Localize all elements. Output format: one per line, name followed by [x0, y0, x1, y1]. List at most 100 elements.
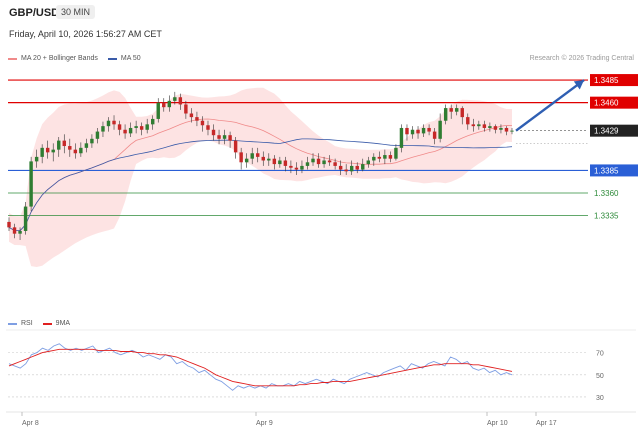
rsi-ma-line: [8, 348, 513, 387]
candle-body: [162, 102, 166, 108]
candle: [482, 120, 487, 132]
candle-body: [283, 160, 288, 166]
candle-body: [377, 156, 382, 159]
ma50-legend-label: MA 50: [120, 55, 141, 62]
current-price-label: 1.3429: [594, 127, 619, 136]
candle: [73, 143, 78, 159]
candle: [460, 106, 464, 125]
candle: [84, 138, 89, 153]
candle-body: [349, 165, 354, 172]
legend-item-ma50: MA 50: [107, 55, 141, 62]
candle: [278, 156, 282, 168]
candle: [18, 227, 22, 241]
candle-body: [327, 160, 332, 163]
candle-body: [355, 165, 359, 170]
candle-body: [222, 135, 227, 139]
candle: [272, 155, 277, 170]
candle-body: [338, 165, 343, 170]
candle: [184, 100, 188, 119]
candle: [106, 117, 111, 132]
candle-body: [62, 140, 66, 147]
candle: [311, 153, 315, 166]
candle-body: [178, 97, 183, 105]
candle: [162, 98, 166, 112]
candle-body: [101, 126, 105, 132]
candle: [427, 124, 431, 136]
candle-body: [95, 131, 100, 139]
candle-body: [256, 153, 260, 157]
candle: [499, 124, 503, 134]
rsi-tick-label: 50: [596, 373, 604, 380]
candle: [51, 143, 55, 162]
candle: [510, 127, 514, 135]
x-tick-label: Apr 10: [487, 420, 508, 427]
candle: [504, 126, 509, 136]
candle: [394, 144, 398, 161]
candle: [316, 153, 321, 168]
candle: [449, 104, 453, 119]
candle: [128, 122, 133, 137]
candle: [493, 124, 498, 134]
candle-body: [51, 149, 55, 153]
ma50-swatch: [107, 57, 117, 60]
candle: [117, 120, 122, 136]
candle: [372, 153, 376, 166]
candle-body: [217, 135, 221, 139]
candle: [95, 127, 100, 144]
candle: [90, 134, 94, 148]
candle: [68, 138, 72, 157]
candle-body: [344, 169, 348, 172]
price-tag-bg: [590, 74, 638, 87]
legend-item-bollinger: MA 20 + Bollinger Bands: [8, 55, 98, 62]
candle-body: [510, 130, 514, 132]
legend-item-rsi: RSI: [8, 320, 33, 327]
timeframe-badge[interactable]: 30 MIN: [56, 5, 96, 19]
candle-body: [145, 124, 149, 130]
candle-body: [128, 127, 133, 134]
candle: [112, 115, 116, 130]
candle-body: [294, 167, 299, 170]
candle: [405, 124, 409, 141]
candle: [123, 124, 127, 139]
candle: [283, 156, 288, 172]
candle: [289, 160, 293, 174]
candle: [211, 124, 216, 141]
price-label-1.3335: 1.3335: [594, 212, 619, 221]
candle: [388, 151, 393, 163]
candle: [349, 160, 354, 175]
candle: [12, 223, 17, 239]
price-label-1.3360: 1.3360: [594, 189, 619, 198]
candle: [134, 120, 138, 134]
candle-body: [68, 146, 72, 150]
candle-body: [23, 206, 28, 231]
candle: [40, 144, 44, 164]
bollinger-legend-label: MA 20 + Bollinger Bands: [21, 55, 98, 62]
candle-body: [106, 120, 111, 127]
candle: [432, 127, 437, 145]
candle: [305, 156, 310, 170]
candle: [195, 111, 199, 127]
candle: [206, 120, 210, 136]
candle-body: [300, 165, 304, 170]
candle-body: [488, 126, 492, 128]
bollinger-swatch: [8, 57, 17, 60]
candle-body: [416, 129, 420, 134]
candle-body: [206, 125, 210, 130]
candle: [261, 151, 265, 166]
candle: [383, 149, 387, 165]
candle-body: [499, 127, 503, 130]
candle-body: [84, 143, 89, 148]
candle-body: [482, 124, 487, 128]
candle-body: [410, 129, 415, 135]
candle-body: [316, 158, 321, 165]
candle-body: [57, 140, 61, 150]
price-tag-bg: [590, 96, 638, 109]
candle-body: [455, 108, 459, 112]
candle: [189, 108, 194, 123]
candle-body: [211, 129, 216, 136]
legend-item-rsi-ma: 9MA: [42, 320, 70, 327]
candle-body: [233, 140, 238, 153]
watermark: Research © 2026 Trading Central: [529, 55, 634, 62]
candle: [300, 160, 304, 174]
